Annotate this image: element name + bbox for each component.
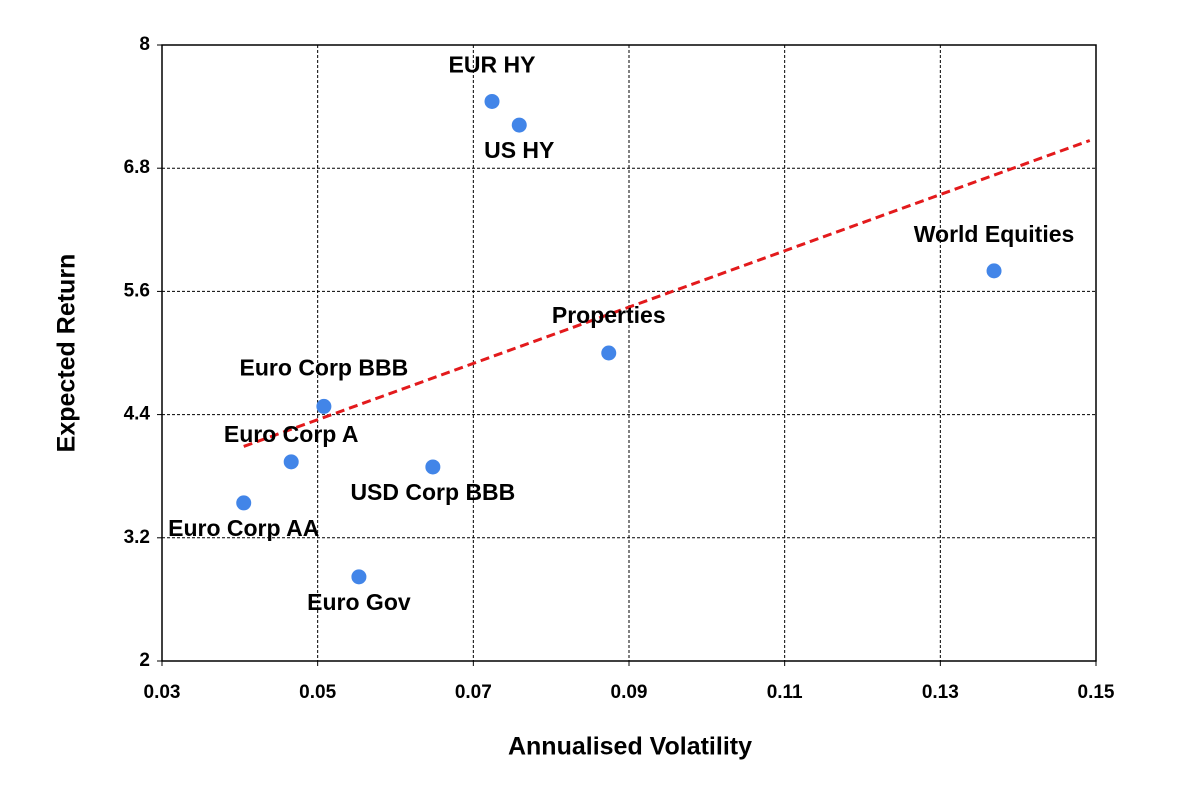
y-tick-label: 2: [139, 650, 150, 671]
y-tick-label: 6.8: [124, 157, 150, 178]
point: [425, 459, 441, 475]
point: [236, 495, 252, 511]
point-label: World Equities: [914, 221, 1075, 247]
point-label: Euro Gov: [307, 589, 411, 615]
point: [351, 569, 367, 585]
point: [511, 117, 527, 133]
point-label: Euro Corp A: [224, 421, 359, 447]
point: [316, 398, 332, 414]
x-tick-label: 0.05: [299, 682, 336, 703]
x-tick-label: 0.15: [1078, 682, 1115, 703]
point-label: EUR HY: [449, 52, 536, 78]
trend-line: [243, 139, 1091, 448]
point-label: Properties: [552, 302, 666, 328]
x-tick-label: 0.11: [767, 682, 803, 703]
point-label: Euro Corp AA: [168, 515, 319, 541]
x-tick-label: 0.03: [144, 682, 181, 703]
y-tick-label: 8: [139, 34, 150, 55]
point-label: US HY: [484, 137, 554, 163]
x-tick-label: 0.07: [455, 682, 492, 703]
point-label: USD Corp BBB: [350, 479, 515, 505]
y-axis-label: Expected Return: [53, 254, 81, 453]
y-tick-label: 4.4: [124, 404, 151, 425]
point: [484, 93, 500, 109]
point: [283, 454, 299, 470]
x-axis-label: Annualised Volatility: [508, 733, 752, 761]
y-tick-label: 5.6: [124, 280, 150, 301]
point: [986, 263, 1002, 279]
y-tick-label: 3.2: [124, 527, 150, 548]
x-tick-label: 0.13: [922, 682, 959, 703]
plot-frame: [161, 44, 1097, 662]
point-label: Euro Corp BBB: [240, 354, 409, 380]
point: [601, 345, 617, 361]
x-tick-label: 0.09: [611, 682, 648, 703]
